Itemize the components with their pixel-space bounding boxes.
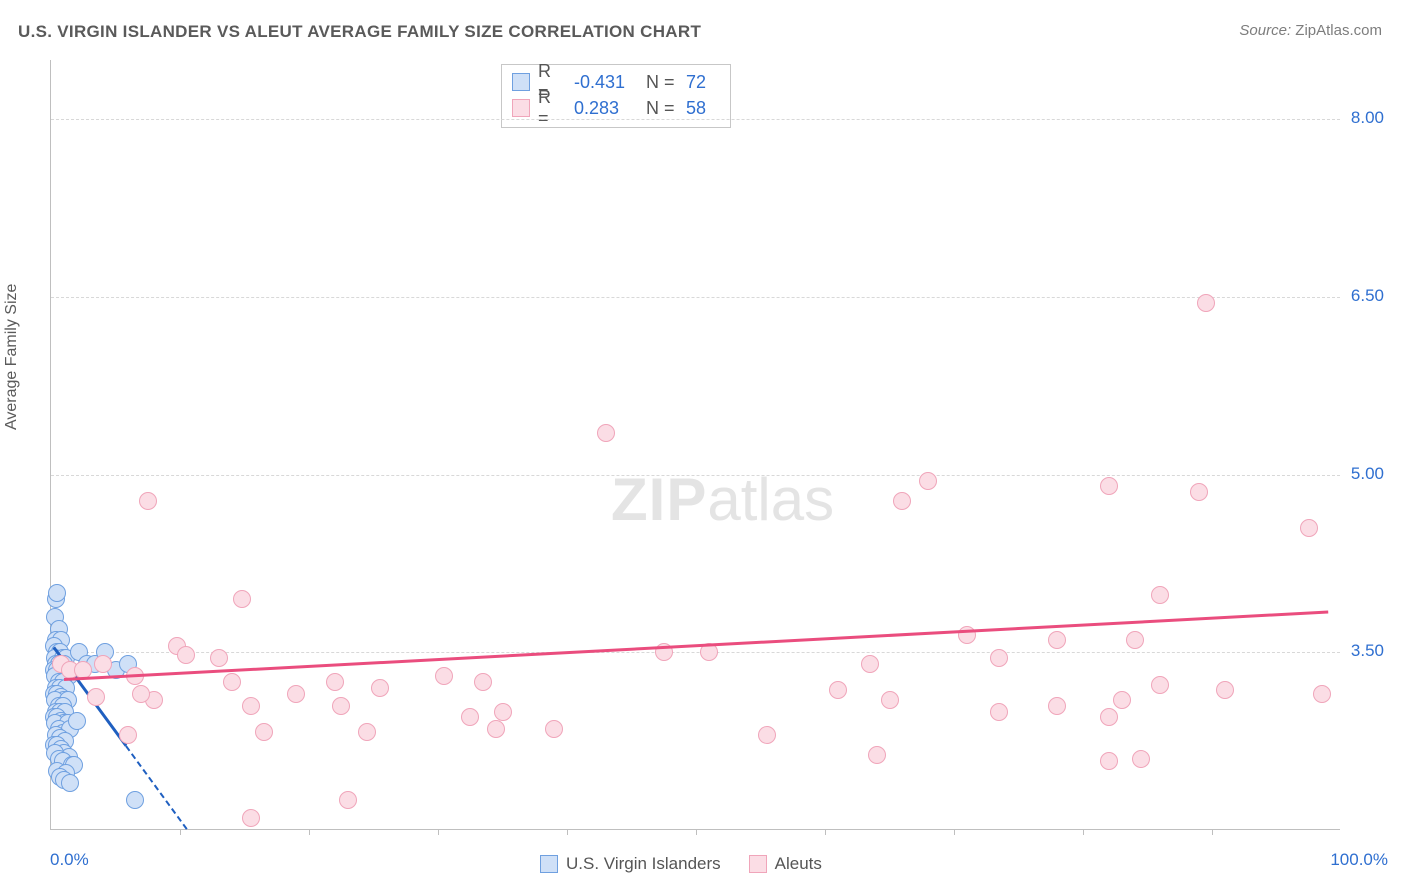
data-point [1113, 691, 1131, 709]
data-point [210, 649, 228, 667]
x-tick [180, 829, 181, 835]
data-point [545, 720, 563, 738]
data-point [597, 424, 615, 442]
stats-row: R =0.283N =58 [512, 95, 716, 121]
data-point [829, 681, 847, 699]
x-tick [696, 829, 697, 835]
chart-title: U.S. VIRGIN ISLANDER VS ALEUT AVERAGE FA… [18, 22, 701, 42]
data-point [1132, 750, 1150, 768]
y-tick-label: 3.50 [1351, 641, 1384, 661]
data-point [1151, 676, 1169, 694]
data-point [1216, 681, 1234, 699]
x-tick [1083, 829, 1084, 835]
data-point [255, 723, 273, 741]
legend-swatch [512, 73, 530, 91]
data-point [1048, 631, 1066, 649]
data-point [1313, 685, 1331, 703]
data-point [94, 655, 112, 673]
data-point [61, 774, 79, 792]
legend-swatch [749, 855, 767, 873]
data-point [332, 697, 350, 715]
data-point [177, 646, 195, 664]
data-point [487, 720, 505, 738]
data-point [68, 712, 86, 730]
data-point [990, 649, 1008, 667]
data-point [326, 673, 344, 691]
y-tick-label: 8.00 [1351, 108, 1384, 128]
data-point [1190, 483, 1208, 501]
watermark-atlas: atlas [707, 466, 834, 533]
x-tick [825, 829, 826, 835]
data-point [48, 584, 66, 602]
y-tick-label: 5.00 [1351, 464, 1384, 484]
data-point [1151, 586, 1169, 604]
y-axis-label: Average Family Size [3, 284, 21, 430]
gridline [51, 652, 1340, 653]
legend-item: U.S. Virgin Islanders [540, 854, 721, 874]
data-point [868, 746, 886, 764]
n-value: 58 [686, 98, 716, 119]
data-point [1300, 519, 1318, 537]
n-label: N = [646, 98, 678, 119]
data-point [242, 697, 260, 715]
data-point [881, 691, 899, 709]
data-point [126, 791, 144, 809]
data-point [233, 590, 251, 608]
scatter-plot-area: ZIPatlas R =-0.431N =72R =0.283N =58 [50, 60, 1340, 830]
data-point [1048, 697, 1066, 715]
data-point [223, 673, 241, 691]
trend-line-extension [125, 745, 187, 829]
r-value: 0.283 [574, 98, 638, 119]
data-point [494, 703, 512, 721]
legend-swatch [512, 99, 530, 117]
source-label: Source: [1239, 22, 1291, 39]
gridline [51, 475, 1340, 476]
x-axis-min-label: 0.0% [50, 850, 89, 870]
data-point [461, 708, 479, 726]
data-point [435, 667, 453, 685]
n-label: N = [646, 72, 678, 93]
data-point [339, 791, 357, 809]
gridline [51, 297, 1340, 298]
data-point [1197, 294, 1215, 312]
data-point [990, 703, 1008, 721]
data-point [287, 685, 305, 703]
data-point [758, 726, 776, 744]
data-point [474, 673, 492, 691]
data-point [242, 809, 260, 827]
legend-item: Aleuts [749, 854, 822, 874]
watermark-zip: ZIP [611, 466, 707, 533]
y-tick-label: 6.50 [1351, 286, 1384, 306]
r-value: -0.431 [574, 72, 638, 93]
r-label: R = [538, 87, 566, 129]
data-point [87, 688, 105, 706]
x-tick [1212, 829, 1213, 835]
x-tick [567, 829, 568, 835]
source-value: ZipAtlas.com [1295, 22, 1382, 39]
data-point [1100, 708, 1118, 726]
data-point [139, 492, 157, 510]
legend: U.S. Virgin Islanders Aleuts [540, 854, 822, 874]
data-point [371, 679, 389, 697]
legend-swatch [540, 855, 558, 873]
source-attr: Source: ZipAtlas.com [1239, 22, 1382, 39]
data-point [958, 626, 976, 644]
legend-label: Aleuts [775, 854, 822, 874]
data-point [1100, 752, 1118, 770]
data-point [119, 726, 137, 744]
data-point [132, 685, 150, 703]
data-point [861, 655, 879, 673]
data-point [1100, 477, 1118, 495]
x-tick [309, 829, 310, 835]
x-axis-max-label: 100.0% [1330, 850, 1388, 870]
n-value: 72 [686, 72, 716, 93]
data-point [919, 472, 937, 490]
data-point [893, 492, 911, 510]
x-tick [954, 829, 955, 835]
x-tick [438, 829, 439, 835]
gridline [51, 119, 1340, 120]
data-point [1126, 631, 1144, 649]
legend-label: U.S. Virgin Islanders [566, 854, 721, 874]
data-point [358, 723, 376, 741]
